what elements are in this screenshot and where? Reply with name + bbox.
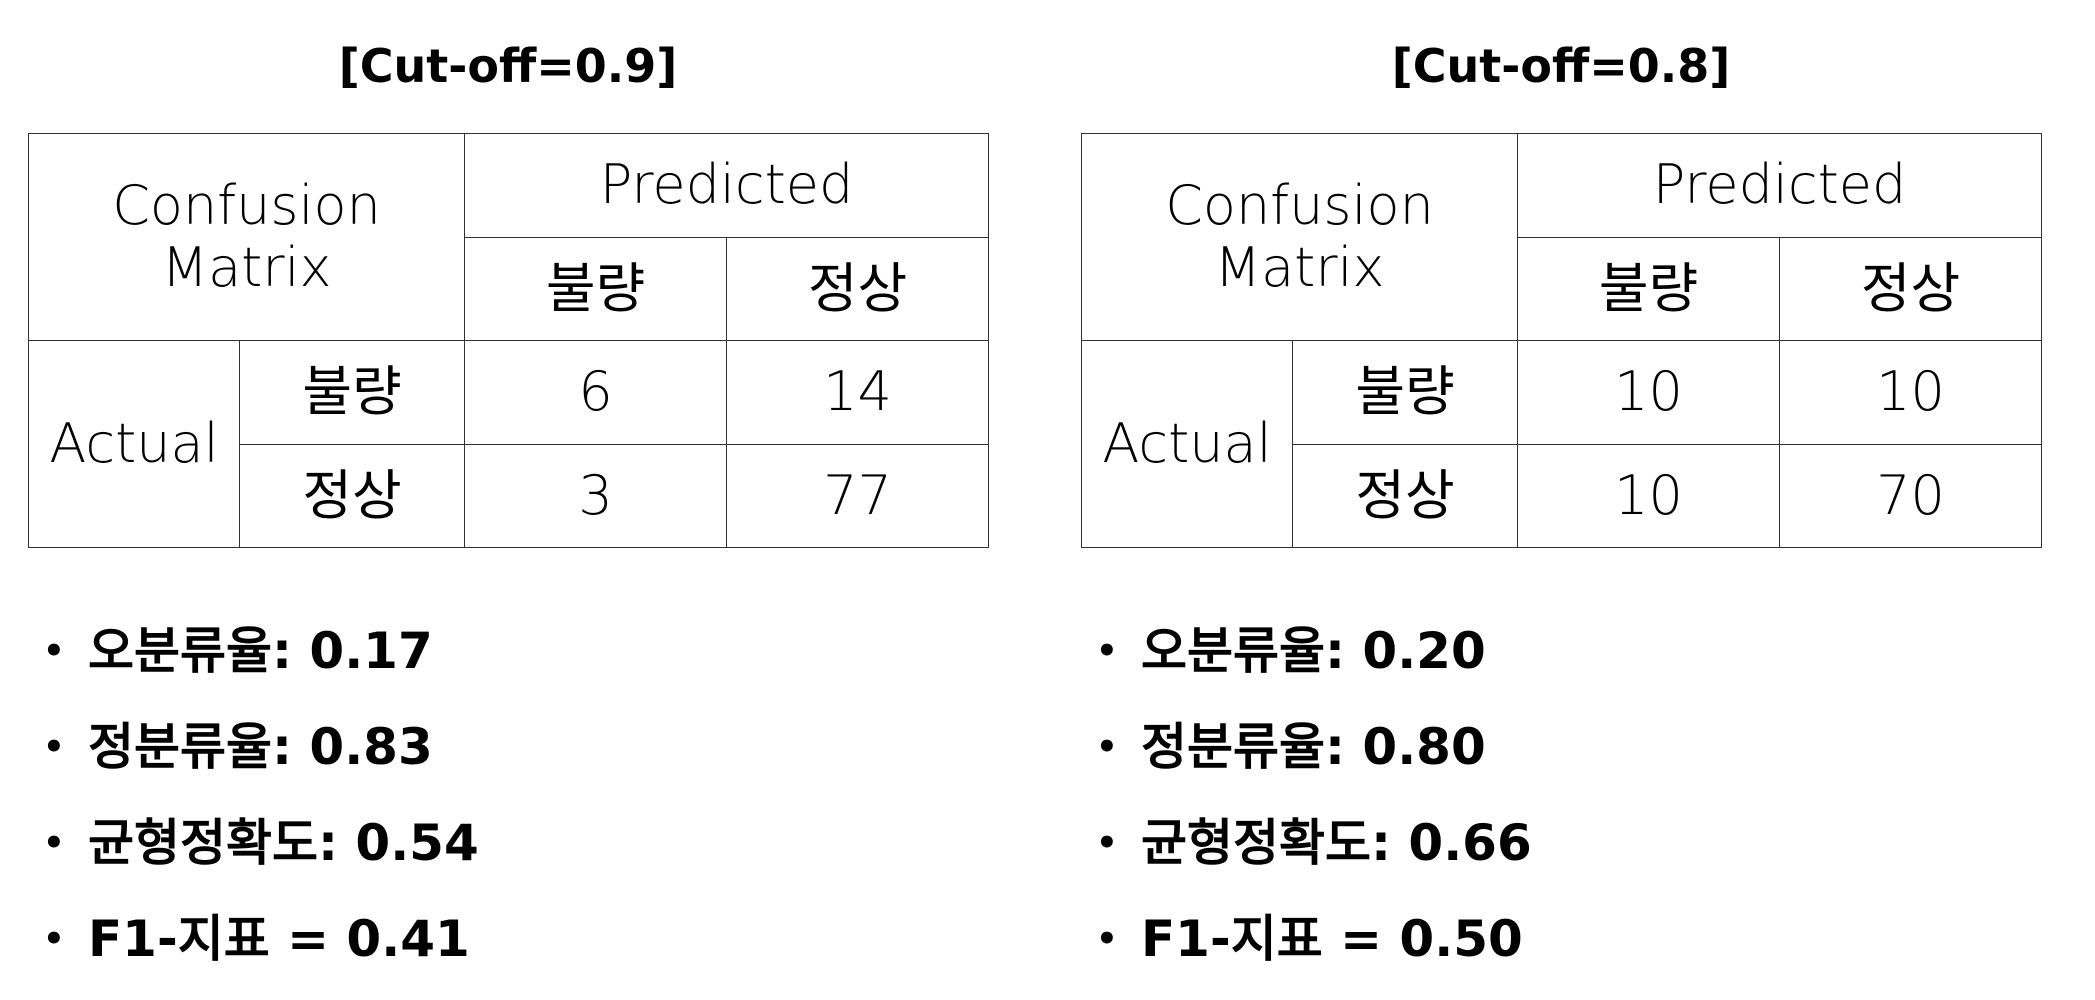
actual-row-label: 불량 — [1291, 340, 1519, 445]
actual-row-label: 정상 — [238, 443, 466, 548]
metric-text: 균형정확도: 0.54 — [88, 814, 479, 872]
bullet-icon: • — [1096, 631, 1118, 671]
metric-item: • 정분류율: 0.83 — [28, 699, 479, 795]
bullet-icon: • — [43, 727, 65, 767]
matrix-cell: 70 — [1779, 443, 2043, 548]
bullet-icon: • — [1096, 727, 1118, 767]
metric-item: • 오분류율: 0.20 — [1081, 603, 1532, 699]
metric-item: • 오분류율: 0.17 — [28, 603, 479, 699]
actual-header: Actual — [1081, 340, 1293, 548]
panel-title: [Cut-off=0.8] — [1391, 39, 1731, 93]
bullet-icon: • — [1096, 919, 1118, 959]
metric-item: • F1-지표 = 0.50 — [1081, 891, 1532, 987]
metrics-list: • 오분류율: 0.20 • 정분류율: 0.80 • 균형정확도: 0.66 • F1… — [1081, 603, 1532, 987]
metric-item: • F1-지표 = 0.41 — [28, 891, 479, 987]
metric-text: 정분류율: 0.80 — [1141, 718, 1486, 776]
bullet-icon: • — [43, 823, 65, 863]
matrix-cell: 14 — [726, 340, 990, 445]
matrix-cell: 77 — [726, 443, 990, 548]
matrix-cell: 10 — [1779, 340, 2043, 445]
metric-item: • 균형정확도: 0.54 — [28, 795, 479, 891]
matrix-cell: 10 — [1517, 443, 1781, 548]
metric-text: 오분류율: 0.17 — [88, 622, 433, 680]
metric-item: • 균형정확도: 0.66 — [1081, 795, 1532, 891]
actual-row-label: 불량 — [238, 340, 466, 445]
metric-item: • 정분류율: 0.80 — [1081, 699, 1532, 795]
actual-header: Actual — [28, 340, 240, 548]
matrix-cell: 6 — [464, 340, 728, 445]
corner-label: Confusion Matrix — [1080, 133, 1519, 341]
confusion-matrix-table: Confusion Matrix Predicted 불량 정상 Actual … — [27, 133, 990, 548]
metric-text: 오분류율: 0.20 — [1141, 622, 1486, 680]
predicted-col-label: 정상 — [1779, 236, 2043, 341]
panel-cutoff-08: [Cut-off=0.8] Confusion Matrix Predicted… — [1080, 0, 2043, 1000]
predicted-col-label: 정상 — [726, 236, 990, 341]
metric-text: F1-지표 = 0.41 — [88, 910, 470, 968]
predicted-col-label: 불량 — [464, 236, 728, 341]
bullet-icon: • — [43, 919, 65, 959]
metric-text: F1-지표 = 0.50 — [1141, 910, 1523, 968]
predicted-col-label: 불량 — [1517, 236, 1781, 341]
actual-row-label: 정상 — [1291, 443, 1519, 548]
metric-text: 정분류율: 0.83 — [88, 718, 433, 776]
matrix-cell: 10 — [1517, 340, 1781, 445]
panel-title: [Cut-off=0.9] — [338, 39, 678, 93]
corner-label: Confusion Matrix — [27, 133, 466, 341]
metric-text: 균형정확도: 0.66 — [1141, 814, 1532, 872]
matrix-cell: 3 — [464, 443, 728, 548]
metrics-list: • 오분류율: 0.17 • 정분류율: 0.83 • 균형정확도: 0.54 • F1… — [28, 603, 479, 987]
confusion-matrix-table: Confusion Matrix Predicted 불량 정상 Actual … — [1080, 133, 2043, 548]
bullet-icon: • — [1096, 823, 1118, 863]
predicted-header: Predicted — [464, 133, 990, 238]
predicted-header: Predicted — [1517, 133, 2043, 238]
bullet-icon: • — [43, 631, 65, 671]
panel-cutoff-09: [Cut-off=0.9] Confusion Matrix Predicted… — [27, 0, 990, 1000]
